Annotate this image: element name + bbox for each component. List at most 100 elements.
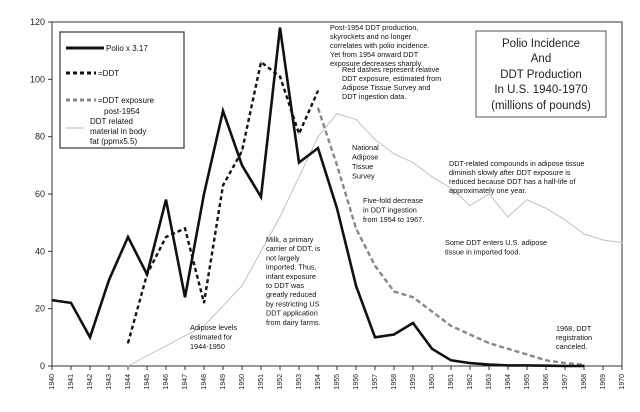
annotation-milk-line: from dairy farms.: [266, 318, 321, 327]
data-point: [450, 325, 452, 327]
annotation-adipose-line: Adipose levels: [190, 323, 237, 332]
data-point: [165, 236, 167, 238]
x-tick-label: 1946: [163, 374, 170, 390]
annotation-fivefold-line: from 1954 to 1967.: [363, 215, 424, 224]
data-point: [165, 345, 167, 347]
annotation-registration-line: 1968, DDT: [556, 324, 592, 333]
data-point: [279, 216, 281, 218]
data-point: [127, 342, 129, 344]
x-tick-label: 1944: [125, 374, 132, 390]
data-point: [469, 362, 471, 364]
x-tick-label: 1950: [239, 374, 246, 390]
data-point: [450, 187, 452, 189]
data-point: [260, 61, 262, 63]
x-tick-label: 1953: [296, 374, 303, 390]
data-point: [241, 164, 243, 166]
data-point: [374, 265, 376, 267]
x-tick-label: 1962: [467, 374, 474, 390]
data-point: [127, 365, 129, 367]
data-point: [545, 365, 547, 367]
x-tick-label: 1965: [524, 374, 531, 390]
data-point: [393, 290, 395, 293]
x-tick-label: 1966: [543, 374, 550, 390]
x-axis: 1940 1941 1942 1943 1944 1945 1946 1947 1948 1949…: [49, 366, 626, 390]
data-point: [317, 147, 319, 149]
x-tick-label: 1947: [182, 374, 189, 390]
data-point: [450, 359, 452, 361]
data-point: [355, 227, 357, 229]
title-line-4: In U.S. 1940-1970: [494, 84, 587, 96]
annotation-milk-line: DDT application: [266, 309, 318, 318]
data-point: [507, 364, 509, 367]
data-point: [469, 333, 471, 336]
annotation-post1954-line: skyrockets and no longer: [330, 32, 412, 41]
data-point: [279, 75, 281, 78]
data-point: [488, 342, 490, 344]
title-line-1: Polio Incidence: [502, 38, 580, 50]
data-point: [298, 133, 300, 135]
x-tick-label: 1963: [486, 374, 493, 390]
data-point: [583, 233, 585, 235]
annotation-reddashed-line: Red dashes represent relative: [342, 65, 439, 74]
x-tick-label: 1970: [619, 374, 626, 390]
y-tick-label: 60: [35, 189, 45, 199]
x-tick-label: 1949: [220, 374, 227, 390]
data-point: [412, 322, 414, 324]
x-tick-label: 1941: [68, 374, 75, 390]
annotation-fivefold-line: in DDT ingestion: [363, 206, 417, 215]
data-point: [317, 136, 319, 138]
annotation-reddashed-line: Adipose Tissue Survey and: [342, 83, 430, 92]
title-line-2: And: [531, 53, 551, 65]
data-point: [374, 336, 376, 338]
title-frame: [475, 30, 607, 118]
y-tick-label: 20: [35, 304, 45, 314]
data-point: [317, 90, 319, 92]
data-point: [393, 153, 395, 155]
annotation-compounds-line: approximately one year.: [449, 186, 526, 195]
data-point: [526, 199, 528, 201]
data-point: [336, 207, 338, 209]
annotation-milk-line: greatly reduced: [266, 290, 316, 299]
data-point: [146, 273, 148, 275]
data-point: [488, 193, 490, 195]
data-point: [260, 196, 262, 198]
annotation-milk-line: carrier of DDT, is: [266, 244, 321, 253]
legend-label-exposure: =DDT exposure post-1954: [98, 96, 155, 116]
data-point: [89, 336, 91, 338]
x-tick-label: 1959: [410, 374, 417, 390]
annotation-milk-line: not largely: [266, 253, 300, 262]
data-point: [412, 161, 414, 164]
series-line-3: [127, 113, 623, 367]
x-tick-label: 1948: [201, 374, 208, 390]
x-tick-label: 1954: [315, 374, 322, 390]
annotation-milk-line: Milk, a primary: [266, 235, 314, 244]
data-point: [431, 348, 433, 350]
data-point: [51, 299, 53, 301]
annotation-natsurvey-line: National: [352, 143, 379, 152]
x-tick-label: 1969: [600, 374, 607, 390]
data-point: [127, 236, 129, 238]
annotation-reddashed-line: DDT exposure, estimated from: [342, 74, 441, 83]
annotation-adipose-line: 1944-1950: [190, 342, 225, 351]
data-point: [412, 296, 414, 298]
data-point: [488, 363, 490, 366]
annotation-milk-line: imported. Thus,: [266, 263, 317, 272]
annotation-post1954-line: Yet from 1954 onward DDT: [330, 50, 419, 59]
annotation-registration-line: canceled.: [556, 342, 587, 351]
x-tick-label: 1957: [372, 374, 379, 390]
x-tick-label: 1964: [505, 374, 512, 390]
data-point: [184, 227, 186, 229]
legend-label-polio: Polio x 3.17: [106, 44, 148, 53]
annotations: Post-1954 DDT production,skyrockets and …: [190, 23, 592, 351]
data-point: [70, 302, 72, 304]
title-line-5: (millions of pounds): [491, 100, 591, 112]
x-tick-label: 1940: [49, 374, 56, 390]
data-point: [241, 150, 243, 152]
data-point: [621, 242, 623, 244]
annotation-compounds-line: reduced because DDT has a half-life of: [449, 177, 576, 186]
data-point: [374, 138, 376, 141]
data-point: [469, 204, 471, 207]
x-tick-label: 1960: [429, 374, 436, 390]
